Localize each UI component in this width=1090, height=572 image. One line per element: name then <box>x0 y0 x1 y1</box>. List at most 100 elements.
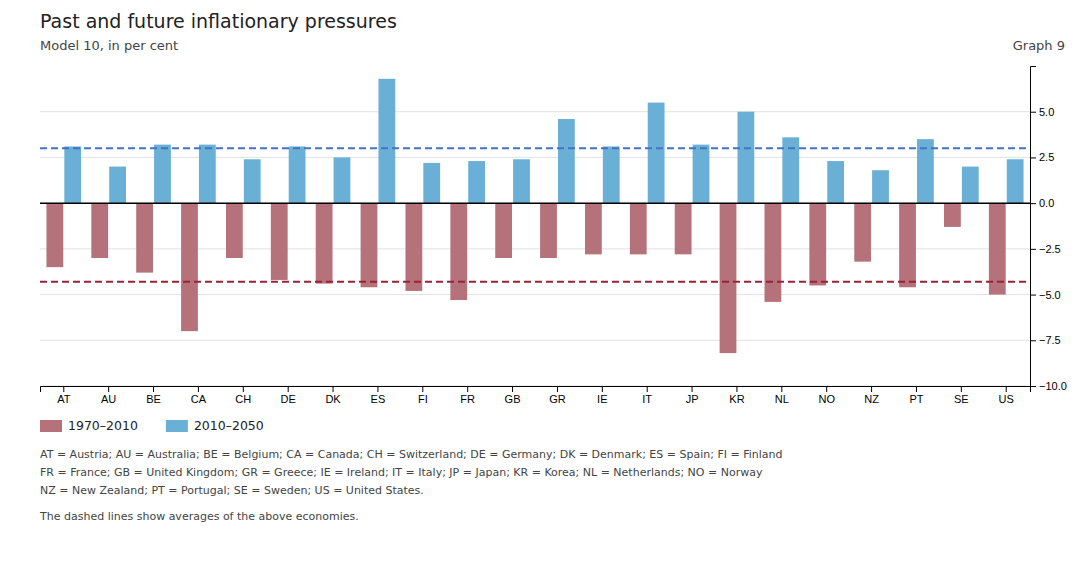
y-axis: 5.02.50.0−2.5−5.0−7.5−10.0 <box>1030 67 1067 393</box>
footnote: FR = France; GB = United Kingdom; GR = G… <box>40 466 763 479</box>
bar <box>181 203 198 331</box>
x-tick-label: AT <box>57 393 71 405</box>
x-tick-mark <box>736 386 737 392</box>
grid-line <box>40 157 1030 158</box>
x-tick-mark <box>961 386 962 392</box>
x-tick-mark <box>288 386 289 392</box>
grid-line <box>40 111 1030 112</box>
bar <box>944 203 961 227</box>
x-tick-mark <box>916 386 917 392</box>
x-tick: GR <box>549 386 566 405</box>
bar <box>316 203 333 283</box>
y-tick-mark <box>1030 157 1036 158</box>
x-tick: CH <box>235 386 251 405</box>
x-tick-label: DK <box>325 393 341 405</box>
bar <box>585 203 602 254</box>
x-tick-mark <box>692 386 693 392</box>
plot: 5.02.50.0−2.5−5.0−7.5−10.0ATAUBECACHDEDK… <box>40 67 1067 405</box>
x-tick-mark <box>108 386 109 392</box>
bar <box>854 203 871 262</box>
x-tick-mark <box>647 386 648 392</box>
bar <box>46 203 63 267</box>
x-tick: JP <box>686 386 699 405</box>
legend-label: 2010–2050 <box>194 418 264 433</box>
title: Past and future inflationary pressures <box>40 10 397 32</box>
y-tick-label: −7.5 <box>1039 334 1061 346</box>
y-tick-mark <box>1030 295 1036 296</box>
x-tick: SE <box>954 386 969 405</box>
bar <box>91 203 108 258</box>
bar <box>809 203 826 285</box>
x-tick: NL <box>775 386 789 405</box>
x-tick-label: DE <box>281 393 296 405</box>
y-tick-label: −10.0 <box>1039 380 1067 392</box>
grid <box>40 112 1030 386</box>
x-tick-label: IT <box>642 393 652 405</box>
bar <box>244 159 261 203</box>
legend: 1970–2010 2010–2050 <box>40 418 264 433</box>
y-tick: 2.5 <box>1030 151 1054 163</box>
x-tick: KR <box>729 386 744 405</box>
y-tick-label: 0.0 <box>1039 197 1054 209</box>
bar <box>378 79 395 203</box>
bar <box>289 146 306 203</box>
x-tick-mark <box>198 386 199 392</box>
x-tick: IT <box>642 386 652 405</box>
y-tick: −2.5 <box>1030 243 1061 255</box>
x-tick-mark <box>153 386 154 392</box>
x-tick-label: US <box>999 393 1014 405</box>
bar <box>271 203 288 280</box>
x-tick: PT <box>909 386 923 405</box>
bar <box>495 203 512 258</box>
x-tick-label: IE <box>597 393 607 405</box>
x-tick: US <box>999 386 1014 405</box>
x-tick: ES <box>371 386 386 405</box>
bar <box>64 146 81 203</box>
bar <box>468 161 485 203</box>
x-axis-line <box>41 387 1031 393</box>
bar <box>154 145 171 204</box>
x-tick: CA <box>191 386 207 405</box>
reference-line <box>40 147 1030 149</box>
x-tick: DK <box>325 386 341 405</box>
x-tick-mark <box>871 386 872 392</box>
x-tick-mark <box>826 386 827 392</box>
y-tick-mark <box>1030 203 1036 204</box>
x-tick-label: ES <box>371 393 386 405</box>
bar <box>226 203 243 258</box>
zero-line <box>40 202 1030 204</box>
legend-label: 1970–2010 <box>68 418 138 433</box>
x-tick-mark <box>781 386 782 392</box>
annotation: Graph 9 <box>1013 38 1065 53</box>
bar <box>1007 159 1024 203</box>
y-tick: 0.0 <box>1030 197 1054 209</box>
bar <box>827 161 844 203</box>
y-tick: −10.0 <box>1030 380 1067 392</box>
footnote: NZ = New Zealand; PT = Portugal; SE = Sw… <box>40 484 424 497</box>
y-tick: 5.0 <box>1030 106 1054 118</box>
bar <box>737 112 754 203</box>
x-tick: GB <box>505 386 521 405</box>
y-tick-label: 2.5 <box>1039 151 1054 163</box>
reference-line <box>40 281 1030 283</box>
x-tick: NZ <box>864 386 879 405</box>
bar <box>109 167 126 204</box>
bar <box>361 203 378 287</box>
x-tick-label: FI <box>418 393 428 405</box>
x-tick-mark <box>422 386 423 392</box>
x-tick: AU <box>101 386 116 405</box>
bar <box>648 103 665 204</box>
x-tick-label: NZ <box>864 393 879 405</box>
x-tick-label: GR <box>549 393 566 405</box>
bar <box>423 163 440 203</box>
x-tick: NO <box>818 386 835 405</box>
bar <box>405 203 422 291</box>
series <box>64 79 1023 203</box>
bar <box>199 145 216 204</box>
x-axis: ATAUBECACHDEDKESFIFRGBGRIEITJPKRNLNONZPT… <box>41 386 1031 405</box>
x-tick: DE <box>281 386 296 405</box>
legend-item: 1970–2010 <box>40 418 138 433</box>
x-tick: BE <box>146 386 161 405</box>
bar <box>558 119 575 203</box>
footnote: AT = Austria; AU = Australia; BE = Belgi… <box>40 448 783 461</box>
